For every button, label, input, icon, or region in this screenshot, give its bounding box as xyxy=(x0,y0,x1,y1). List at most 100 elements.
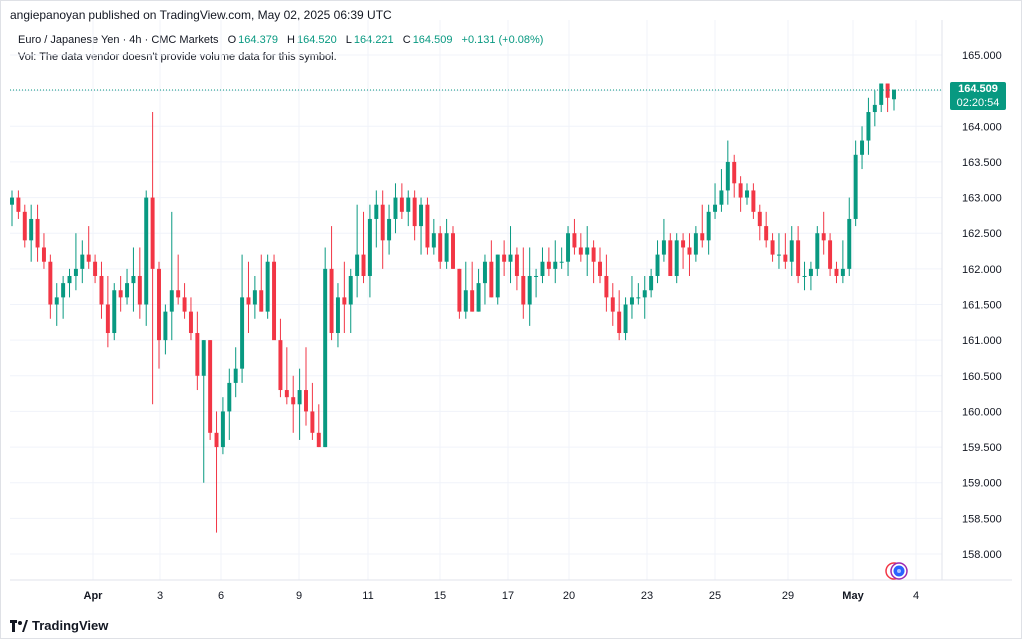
candle-body xyxy=(591,247,596,262)
candle-body xyxy=(776,254,781,256)
candle-body xyxy=(789,240,794,262)
candle-body xyxy=(840,268,845,276)
candle-body xyxy=(655,254,660,276)
candle-body xyxy=(201,340,206,376)
candle-body xyxy=(559,261,564,263)
candle-body xyxy=(227,382,232,412)
tradingview-logo-icon xyxy=(10,619,28,632)
candle-body xyxy=(188,311,193,334)
candle-body xyxy=(764,226,769,241)
candle-body xyxy=(16,197,21,212)
candle-body xyxy=(54,297,59,305)
low-label: L xyxy=(345,34,352,46)
candle-body xyxy=(144,197,149,305)
candle-body xyxy=(291,397,296,405)
brand-name: TradingView xyxy=(32,618,109,633)
candle-body xyxy=(374,204,379,219)
x-tick-label: 23 xyxy=(641,590,653,602)
candle-body xyxy=(521,275,526,305)
close-label: C xyxy=(402,34,411,46)
candle-body xyxy=(93,261,98,276)
candle-body xyxy=(48,261,53,305)
candle-body xyxy=(348,275,353,305)
candle-body xyxy=(214,432,219,448)
candle-body xyxy=(642,290,647,298)
change-value: +0.131 (+0.08%) xyxy=(461,34,544,46)
x-tick-label: 20 xyxy=(563,590,575,602)
symbol-legend: Euro / Japanese Yen · 4h · CMC Markets O… xyxy=(18,34,543,46)
candle-body xyxy=(508,254,513,262)
candle-body xyxy=(431,233,436,248)
candle-body xyxy=(693,233,698,255)
candle-body xyxy=(687,247,692,255)
candle-body xyxy=(476,283,481,312)
candle-body xyxy=(802,275,807,277)
economic-event-icon[interactable] xyxy=(885,559,909,588)
candle-body xyxy=(252,290,257,305)
candle-body xyxy=(534,275,539,277)
candle-body xyxy=(463,290,468,312)
candle-body xyxy=(578,247,583,255)
candle-body xyxy=(387,218,392,241)
candle-body xyxy=(598,261,602,276)
candle-body xyxy=(182,297,187,312)
candle-body xyxy=(879,83,884,105)
candle-body xyxy=(157,268,161,341)
tradingview-logo[interactable]: TradingView xyxy=(10,618,108,633)
candle-body xyxy=(259,290,264,312)
candle-body xyxy=(661,240,666,255)
candle-body xyxy=(892,90,896,100)
candle-body xyxy=(636,297,641,299)
candle-body xyxy=(866,112,871,141)
candle-body xyxy=(220,411,225,448)
x-tick-label: 29 xyxy=(782,590,794,602)
candle-body xyxy=(393,197,398,219)
candle-body xyxy=(885,83,890,98)
candle-body xyxy=(821,233,826,241)
y-tick-label: 158.500 xyxy=(962,513,1002,525)
candle-body xyxy=(770,240,775,255)
candle-body xyxy=(246,297,251,305)
author-name[interactable]: angiepanoyan xyxy=(10,8,86,22)
candle-body xyxy=(713,204,718,212)
candle-body xyxy=(169,290,174,312)
y-tick-label: 159.500 xyxy=(962,442,1002,454)
candle-body xyxy=(745,190,749,198)
symbol-title[interactable]: Euro / Japanese Yen · 4h · CMC Markets xyxy=(18,34,219,46)
candle-body xyxy=(137,275,142,305)
candle-body xyxy=(80,254,85,269)
open-label: O xyxy=(227,34,237,46)
y-tick-label: 165.000 xyxy=(962,50,1002,62)
x-tick-label: 9 xyxy=(296,590,302,602)
candle-body xyxy=(438,233,443,262)
y-tick-label: 159.000 xyxy=(962,478,1002,490)
candle-body xyxy=(585,247,590,255)
candle-body xyxy=(495,254,500,298)
candle-body xyxy=(304,390,308,412)
y-tick-label: 164.000 xyxy=(962,121,1002,133)
candle-body xyxy=(700,233,705,241)
volume-note: Vol: The data vendor doesn't provide vol… xyxy=(18,51,337,63)
candle-body xyxy=(451,233,455,269)
candle-body xyxy=(719,190,724,205)
candle-body xyxy=(73,268,78,276)
candle-body xyxy=(847,218,852,269)
candle-body xyxy=(208,340,213,433)
candle-body xyxy=(540,261,545,276)
candle-body xyxy=(118,290,123,298)
candle-body xyxy=(310,411,315,433)
candle-body xyxy=(355,254,360,276)
candle-body xyxy=(335,297,340,334)
candle-body xyxy=(112,290,117,334)
candle-body xyxy=(316,432,321,448)
bar-countdown: 02:20:54 xyxy=(956,97,1000,109)
candle-body xyxy=(240,297,245,369)
candle-body xyxy=(808,268,813,276)
candle-body xyxy=(629,297,634,305)
candle-body xyxy=(617,311,622,334)
y-tick-label: 161.000 xyxy=(962,335,1002,347)
candle-body xyxy=(834,268,839,276)
candle-body xyxy=(22,211,27,241)
candle-body xyxy=(514,254,519,276)
